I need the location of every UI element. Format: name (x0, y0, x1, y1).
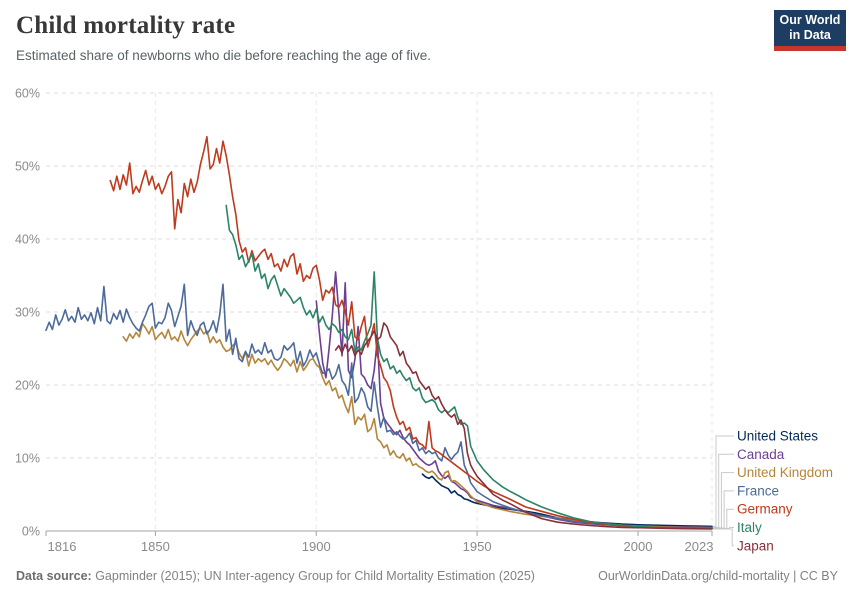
owid-logo-line2: in Data (789, 28, 831, 42)
x-axis-label-1900: 1900 (302, 539, 331, 554)
legend-item-japan[interactable]: Japan (737, 538, 774, 553)
y-axis-label-30: 30% (15, 306, 40, 320)
y-axis-label-50: 50% (15, 160, 40, 174)
legend-connector-united-states (713, 435, 734, 527)
y-axis-label-10: 10% (15, 452, 40, 466)
data-source-label: Data source: (16, 569, 92, 583)
data-source-note: Data source: Gapminder (2015); UN Inter-… (16, 569, 535, 583)
x-axis-label-1850: 1850 (141, 539, 170, 554)
x-axis-label-2023: 2023 (685, 539, 714, 554)
data-source-text: Gapminder (2015); UN Inter-agency Group … (91, 569, 535, 583)
legend-item-united-states[interactable]: United States (737, 429, 818, 444)
legend-item-italy[interactable]: Italy (737, 520, 762, 535)
line-japan[interactable] (334, 322, 713, 530)
x-axis-label-1950: 1950 (463, 539, 492, 554)
line-italy[interactable] (225, 204, 713, 530)
legend-item-germany[interactable]: Germany (737, 502, 793, 517)
x-axis-label-1816: 1816 (48, 539, 77, 554)
y-axis-label-0: 0% (22, 525, 40, 539)
legend-item-canada[interactable]: Canada (737, 447, 785, 462)
legend-item-united-kingdom[interactable]: United Kingdom (737, 465, 833, 480)
y-axis-label-40: 40% (15, 233, 40, 247)
line-france[interactable] (45, 283, 713, 529)
owid-logo-line1: Our World (779, 13, 841, 27)
legend-connector-japan (713, 528, 734, 547)
line-chart-canvas[interactable]: 0% 10% 20% 30% 40% 50% 60% 1816 1850 1900 1950 2000… (0, 80, 850, 570)
y-axis-label-20: 20% (15, 379, 40, 393)
x-axis-label-2000: 2000 (624, 539, 653, 554)
chart-header: Child mortality rate Estimated share of … (16, 12, 756, 63)
owid-logo[interactable]: Our World in Data (774, 10, 846, 51)
owid-cc-link[interactable]: OurWorldinData.org/child-mortality | CC … (598, 569, 838, 583)
legend-item-france[interactable]: France (737, 483, 779, 498)
y-axis-label-60: 60% (15, 87, 40, 101)
line-germany[interactable] (109, 136, 713, 529)
chart-footer: Data source: Gapminder (2015); UN Inter-… (16, 569, 838, 583)
line-united-kingdom[interactable] (122, 322, 713, 529)
page-title: Child mortality rate (16, 12, 236, 39)
page-subtitle: Estimated share of newborns who die befo… (16, 48, 431, 63)
